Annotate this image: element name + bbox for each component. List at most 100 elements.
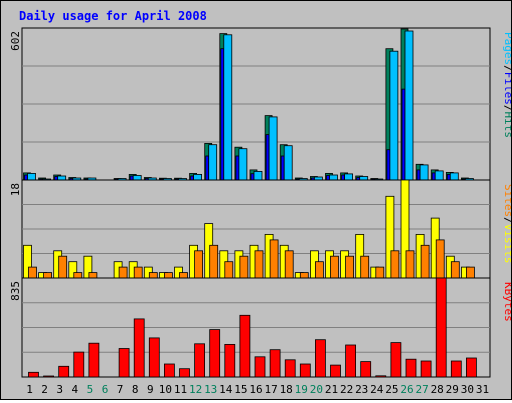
day-label-18: 18 — [280, 383, 293, 396]
day-label-3: 3 — [56, 383, 63, 396]
legend-visits-sites: Sites/Visits — [502, 184, 511, 264]
bar-sites-day-12 — [194, 250, 204, 279]
bar-sites-day-26 — [405, 250, 415, 279]
bar-kbytes-day-3 — [58, 365, 70, 378]
bar-kbytes-day-18 — [284, 359, 296, 378]
bar-files-day-8 — [129, 175, 134, 181]
day-label-1: 1 — [26, 383, 33, 396]
bar-files-day-28 — [431, 172, 436, 181]
bar-sites-day-17 — [269, 239, 279, 279]
day-label-16: 16 — [249, 383, 262, 396]
bar-sites-day-2 — [43, 272, 52, 279]
bar-kbytes-day-24 — [375, 375, 387, 378]
legend-entry: KBytes — [502, 282, 511, 322]
bar-kbytes-day-19 — [299, 363, 311, 378]
day-label-29: 29 — [446, 383, 459, 396]
legend-kbytes: KBytes — [502, 282, 511, 322]
bar-files-day-29 — [446, 173, 451, 181]
bar-pages-day-16 — [253, 170, 263, 181]
legend-hits-files-pages: Pages/Files/Hits — [502, 32, 511, 138]
bar-files-day-22 — [341, 174, 346, 181]
bar-kbytes-day-12 — [194, 343, 206, 378]
bar-pages-day-1 — [27, 172, 36, 181]
bar-kbytes-day-11 — [179, 368, 190, 378]
bar-pages-day-17 — [268, 116, 278, 181]
bar-pages-day-22 — [344, 173, 354, 181]
bar-sites-day-19 — [299, 272, 309, 279]
bar-sites-day-10 — [163, 272, 173, 279]
legend-entry: Files — [502, 72, 511, 105]
bar-kbytes-day-28 — [435, 277, 447, 378]
bar-pages-day-21 — [329, 174, 338, 181]
day-label-28: 28 — [431, 383, 444, 396]
bar-kbytes-day-27 — [420, 360, 432, 378]
day-label-25: 25 — [385, 383, 398, 396]
bar-sites-day-9 — [148, 272, 158, 279]
bar-files-day-16 — [250, 173, 255, 181]
bar-pages-day-28 — [434, 170, 444, 181]
bar-sites-day-23 — [360, 255, 370, 279]
bar-kbytes-day-20 — [314, 339, 326, 378]
bar-files-day-1 — [24, 174, 28, 181]
bar-files-day-25 — [386, 149, 391, 181]
bar-kbytes-day-1 — [28, 371, 39, 378]
bar-kbytes-day-16 — [254, 356, 266, 378]
bar-files-day-27 — [416, 169, 421, 181]
bar-files-day-12 — [190, 175, 195, 181]
legend-entry: Hits — [502, 112, 511, 139]
bar-kbytes-day-29 — [450, 360, 462, 378]
legend-entry: Visits — [502, 224, 511, 264]
day-label-2: 2 — [41, 383, 48, 396]
day-label-8: 8 — [132, 383, 139, 396]
day-label-30: 30 — [461, 383, 474, 396]
bar-files-day-14 — [220, 48, 225, 181]
bar-kbytes-day-5 — [88, 342, 100, 378]
bar-sites-day-24 — [375, 266, 385, 279]
legend-entry: / — [502, 105, 511, 112]
bar-pages-day-23 — [359, 176, 369, 181]
day-label-20: 20 — [310, 383, 323, 396]
day-label-7: 7 — [117, 383, 124, 396]
bar-kbytes-day-23 — [360, 361, 372, 378]
bar-sites-day-21 — [330, 255, 339, 279]
bar-sites-day-18 — [284, 250, 294, 279]
bar-kbytes-day-10 — [163, 363, 175, 378]
bar-files-day-18 — [280, 155, 285, 181]
day-label-14: 14 — [219, 383, 233, 396]
bar-kbytes-day-8 — [133, 318, 145, 378]
day-label-22: 22 — [340, 383, 353, 396]
bar-sites-day-25 — [390, 250, 400, 279]
bar-kbytes-day-26 — [405, 358, 417, 378]
bar-kbytes-day-17 — [269, 349, 281, 378]
day-label-17: 17 — [264, 383, 277, 396]
bar-files-day-21 — [326, 175, 330, 181]
bar-files-day-13 — [205, 155, 210, 181]
day-label-6: 6 — [102, 383, 109, 396]
bar-pages-day-29 — [449, 172, 459, 181]
bar-sites-day-11 — [179, 272, 188, 279]
bar-pages-day-15 — [238, 148, 248, 181]
bar-pages-day-14 — [223, 34, 233, 181]
day-label-31: 31 — [476, 383, 489, 396]
day-label-27: 27 — [415, 383, 428, 396]
bar-kbytes-day-4 — [73, 351, 85, 378]
bar-sites-day-8 — [133, 266, 143, 279]
day-label-9: 9 — [147, 383, 154, 396]
bar-kbytes-day-15 — [239, 314, 251, 378]
legend-entry: Pages — [502, 32, 511, 65]
bar-kbytes-day-22 — [345, 344, 357, 378]
bar-pages-day-27 — [419, 164, 429, 181]
day-label-5: 5 — [87, 383, 94, 396]
bar-files-day-15 — [235, 155, 240, 181]
day-label-11: 11 — [174, 383, 187, 396]
bar-pages-day-3 — [57, 175, 67, 181]
max-label-hits-files-pages: 602 — [9, 31, 22, 51]
bar-sites-day-1 — [28, 266, 37, 279]
chart-title: Daily usage for April 2008 — [19, 9, 207, 23]
day-label-13: 13 — [204, 383, 217, 396]
day-label-4: 4 — [71, 383, 78, 396]
bar-sites-day-13 — [209, 244, 219, 279]
bar-sites-day-28 — [435, 239, 445, 279]
bar-files-day-17 — [265, 134, 270, 181]
